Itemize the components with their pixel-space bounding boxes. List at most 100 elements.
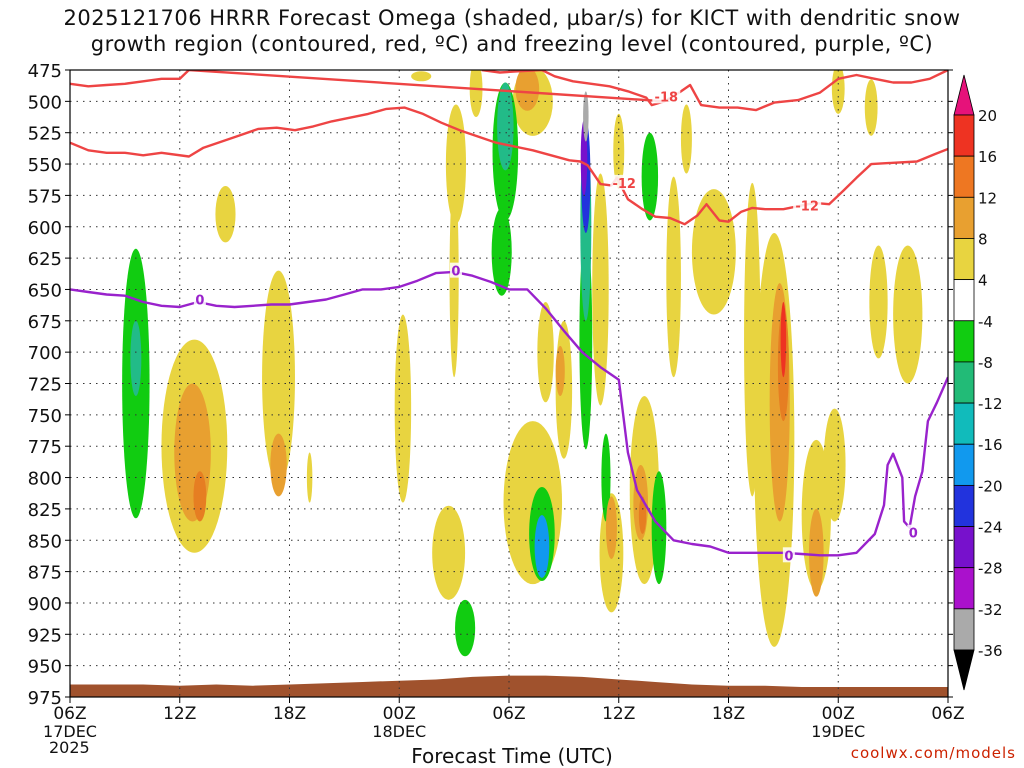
omega-cell [592,173,609,406]
omega-cell [666,176,681,378]
omega-cell [601,433,611,522]
colorbar-swatch [953,361,975,404]
contour-label: 0 [195,293,204,308]
contour-label: -12 [612,177,636,192]
x-tick-label: 12Z [163,704,196,724]
x-tick-label: 00Z [383,704,416,724]
contour-label-bg [652,88,681,104]
colorbar-swatch [953,196,975,239]
y-tick-label: 800 [28,469,62,490]
omega-cell [638,496,647,534]
y-tick-label: 850 [28,531,62,552]
y-tick-label: 950 [28,657,62,678]
freezing-level-contour [70,270,948,557]
colorbar-bottom-arrow [953,649,975,691]
omega-cell [432,505,466,600]
x-tick-date-label: 18DEC [372,722,426,741]
colorbar: 20 16 12 8 4 -4 -8 -12 -16 -20 -24 -28 -32 -36 [953,74,1003,691]
y-tick-label: 525 [28,124,62,145]
x-tick-label: 12Z [602,704,635,724]
x-tick-date-label: 19DEC [811,722,865,741]
colorbar-swatch [953,608,975,651]
omega-cell [583,91,589,142]
colorbar-label: 16 [978,148,997,166]
dgz-upper-contour [70,70,948,112]
omega-cell [893,245,923,384]
colorbar-label: -36 [978,642,1003,660]
y-tick-label: 575 [28,186,62,207]
x-tick-label: 06Z [492,704,525,724]
omega-cell [680,104,692,174]
chart-title-line2: growth region (contoured, red, ºC) and f… [90,32,934,56]
x-tick-label: 06Z [53,704,86,724]
omega-cell [193,471,207,522]
y-tick-label: 775 [28,437,62,458]
contour-label: 0 [784,549,793,564]
omega-cell [469,70,483,118]
terrain-area [70,675,948,697]
colorbar-swatch [953,567,975,610]
omega-cell [555,345,565,397]
y-tick-label: 500 [28,92,62,113]
y-tick-label: 550 [28,155,62,176]
colorbar-swatch [953,320,975,363]
y-tick-label: 825 [28,500,62,521]
colorbar-label: -16 [978,436,1003,454]
omega-cell [130,320,142,397]
contour-label-bg [907,524,920,540]
omega-cell [641,132,659,221]
colorbar-label: 4 [978,272,988,290]
contour-label-bg [793,197,822,213]
colorbar-label: 8 [978,230,988,248]
y-tick-label: 600 [28,218,62,239]
x-tick-label: 18Z [712,704,745,724]
contour-label-bg [610,174,639,190]
y-tick-label: 875 [28,563,62,584]
colorbar-top-arrow [953,74,975,116]
gridlines [70,70,948,697]
chart-title-line1: 2025121706 HRRR Forecast Omega (shaded, … [63,6,961,30]
colorbar-label: -32 [978,601,1003,619]
colorbar-label: 20 [978,107,997,125]
colorbar-label: -8 [978,354,993,372]
omega-cell [445,104,467,224]
colorbar-label: -28 [978,560,1003,578]
y-axis: 475 500 525 550 575 600 625 650 675 700 725 750 775 8… [28,61,953,709]
x-axis-title: Forecast Time (UTC) [411,744,613,768]
colorbar-label: -20 [978,477,1003,495]
colorbar-label: -24 [978,519,1003,537]
omega-cell [780,301,787,378]
omega-cell [455,599,476,657]
contour-label-bg [449,262,462,278]
contour-labels: 0 0 0 0 -18 -12 -12 [193,88,920,564]
y-tick-label: 675 [28,312,62,333]
contour-label: -18 [655,90,679,105]
y-tick-label: 750 [28,406,62,427]
credit-link[interactable]: coolwx.com/models [850,744,1016,762]
omega-cell [691,189,736,315]
year-label: 2025 [49,738,90,757]
omega-cell [306,452,313,503]
omega-cell [651,471,667,585]
colorbar-swatch [953,279,975,322]
colorbar-swatch [953,526,975,569]
contour-label-bg [782,547,795,563]
y-tick-label: 900 [28,594,62,615]
colorbar-swatch [953,114,975,157]
contour-label: -12 [795,199,819,214]
dgz-upper-top-contour [481,70,665,107]
omega-cell [262,270,295,484]
contour-label: 0 [451,265,460,280]
y-tick-label: 475 [28,61,62,82]
y-tick-label: 925 [28,625,62,646]
omega-cell [864,79,878,136]
y-tick-label: 650 [28,280,62,301]
x-tick-label: 06Z [931,704,964,724]
colorbar-swatch [953,238,975,281]
omega-shading [122,70,923,657]
x-tick-date-label: 17DEC [43,722,97,741]
omega-cell [808,508,824,597]
omega-cell [491,207,512,296]
